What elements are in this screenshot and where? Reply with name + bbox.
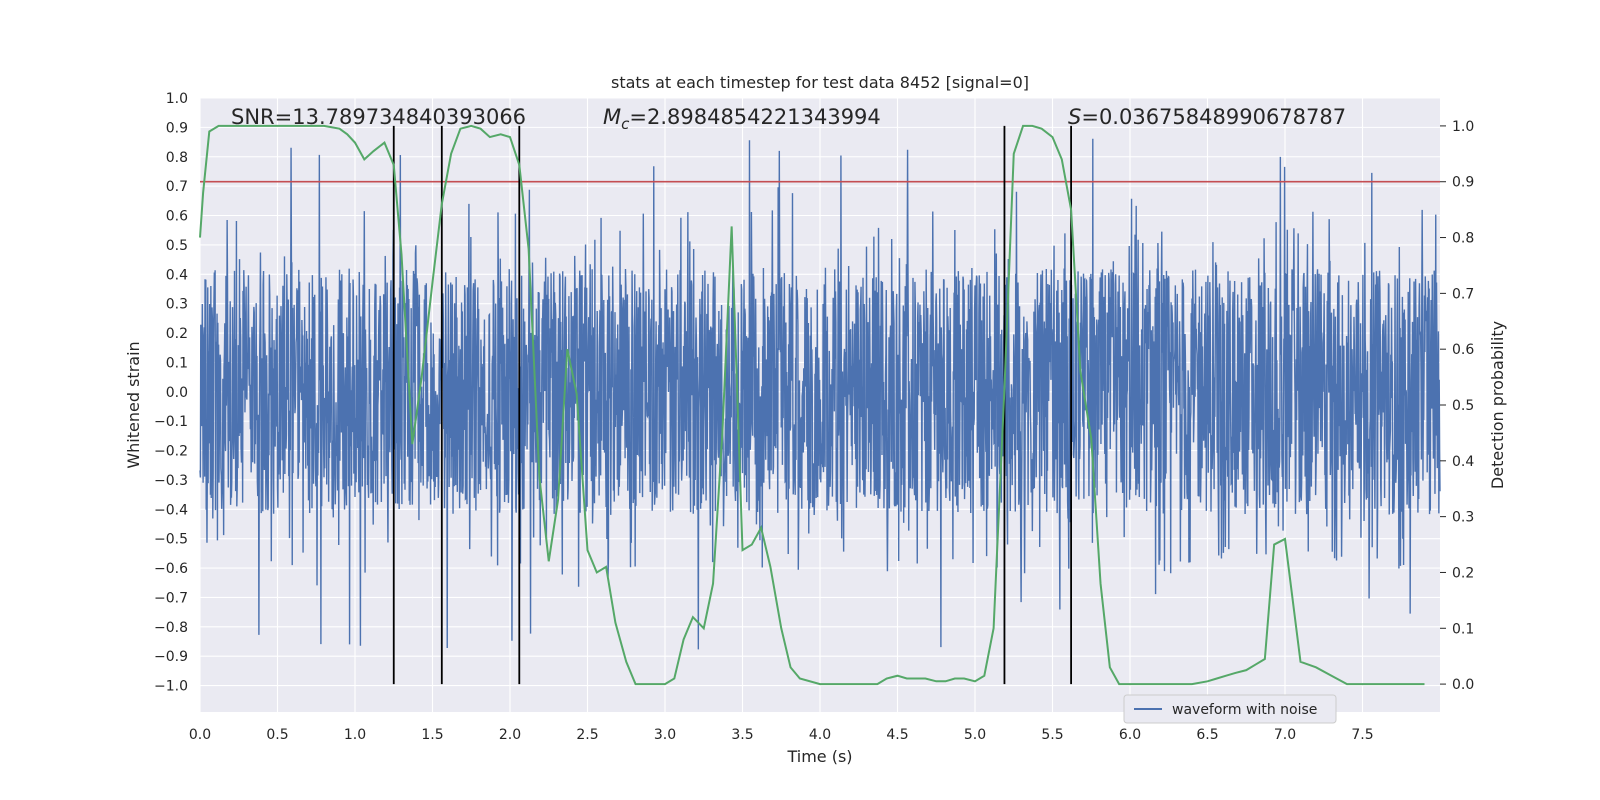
y-right-tick-label: 0.2: [1452, 565, 1474, 581]
y-left-tick-label: 0.9: [166, 120, 188, 136]
annotation-0: SNR=13.789734840393066: [231, 105, 526, 129]
x-tick-label: 3.5: [731, 727, 753, 743]
y-left-tick-label: 0.3: [166, 297, 188, 313]
y-right-tick-label: 0.0: [1452, 677, 1474, 693]
y-left-tick-label: 0.4: [166, 267, 188, 283]
y-left-tick-label: 0.8: [166, 150, 188, 166]
x-tick-label: 0.5: [266, 727, 288, 743]
legend: waveform with noise: [1123, 694, 1337, 724]
x-tick-label: 1.5: [421, 727, 443, 743]
y-axis-right: 1.0 0.9 0.8 0.7 0.6 0.5 0.4 0.3 0.2 0.1 0.0: [1440, 119, 1474, 693]
x-tick-label: 0.0: [189, 727, 211, 743]
annotation-1: Mc=2.8984854221343994: [603, 105, 881, 133]
y-left-tick-label: 1.0: [166, 91, 188, 107]
y-axis-left: 1.0 0.9 0.8 0.7 0.6 0.5 0.4 0.3 0.2 0.1 0.0 −0.1 −0.…: [154, 91, 188, 695]
y-left-tick-label: 0.1: [166, 355, 188, 371]
x-tick-label: 2.5: [576, 727, 598, 743]
chart-title: stats at each timestep for test data 845…: [611, 73, 1029, 92]
x-tick-label: 2.0: [499, 727, 521, 743]
annotation-math-symbol: S: [1068, 105, 1081, 129]
y-left-tick-label: 0.0: [166, 385, 188, 401]
y-left-tick-label: −0.3: [154, 473, 188, 489]
y-left-tick-label: 0.2: [166, 326, 188, 342]
x-tick-label: 7.5: [1351, 727, 1373, 743]
y-left-tick-label: −0.4: [154, 502, 188, 518]
legend-label: waveform with noise: [1172, 702, 1317, 718]
y-left-tick-label: −0.5: [154, 532, 188, 548]
y-right-tick-label: 0.8: [1452, 231, 1474, 247]
x-tick-label: 7.0: [1274, 727, 1296, 743]
y-left-tick-label: −0.2: [154, 444, 188, 460]
y-left-tick-label: −0.9: [154, 649, 188, 665]
y-right-tick-label: 0.9: [1452, 175, 1474, 191]
y-right-tick-label: 0.4: [1452, 454, 1474, 470]
y-left-tick-label: −0.6: [154, 561, 188, 577]
y-left-tick-label: −0.1: [154, 414, 188, 430]
y-left-tick-label: −0.7: [154, 590, 188, 606]
waveform-line: [199, 138, 1441, 650]
probability-line: [199, 124, 1425, 686]
annotation-math-symbol: M: [603, 105, 621, 129]
annotation-value: =2.8984854221343994: [629, 105, 880, 129]
y-left-tick-label: −1.0: [154, 679, 188, 695]
x-tick-label: 4.5: [886, 727, 908, 743]
x-tick-label: 6.5: [1196, 727, 1218, 743]
x-tick-label: 3.0: [654, 727, 676, 743]
x-axis-label: Time (s): [786, 747, 852, 766]
probability-series: [199, 124, 1425, 686]
x-tick-label: 6.0: [1119, 727, 1141, 743]
y-right-tick-label: 0.6: [1452, 342, 1474, 358]
x-tick-label: 5.0: [964, 727, 986, 743]
y-left-tick-label: 0.6: [166, 209, 188, 225]
y-right-tick-label: 1.0: [1452, 119, 1474, 135]
annotations: SNR=13.789734840393066 Mc=2.8984854221343…: [231, 105, 1346, 133]
x-axis: 0.0 0.5 1.0 1.5 2.0 2.5 3.0 3.5 4.0 4.5 5.0 5.5 6.0 6…: [189, 727, 1374, 743]
annotation-value: =0.03675848990678787: [1081, 105, 1346, 129]
y-left-tick-label: 0.5: [166, 238, 188, 254]
y-axis-left-label: Whitened strain: [124, 341, 143, 468]
y-axis-right-label: Detection probability: [1488, 321, 1507, 489]
y-right-tick-label: 0.7: [1452, 286, 1474, 302]
x-tick-label: 4.0: [809, 727, 831, 743]
y-left-tick-label: −0.8: [154, 620, 188, 636]
legend-box: [1123, 694, 1337, 724]
y-right-tick-label: 0.5: [1452, 398, 1474, 414]
x-tick-label: 1.0: [344, 727, 366, 743]
waveform-series: [199, 138, 1441, 650]
y-right-tick-label: 0.3: [1452, 510, 1474, 526]
y-right-tick-label: 0.1: [1452, 621, 1474, 637]
plot-area: SNR=13.789734840393066 Mc=2.8984854221343…: [199, 97, 1441, 712]
x-tick-label: 5.5: [1041, 727, 1063, 743]
annotation-math-subscript: c: [621, 115, 630, 133]
y-left-tick-label: 0.7: [166, 179, 188, 195]
annotation-2: S=0.03675848990678787: [1068, 105, 1346, 129]
